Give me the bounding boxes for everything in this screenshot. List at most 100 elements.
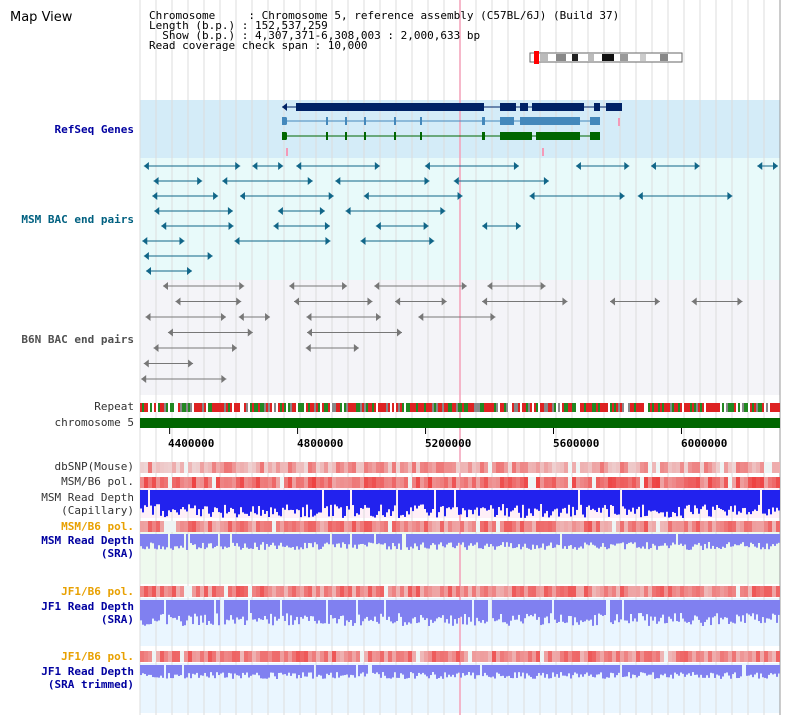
jf1-trimmed-depth-bar [638, 665, 640, 676]
repeat-block [740, 403, 742, 412]
capillary-depth-bar [238, 490, 240, 515]
jf1-trimmed-depth-bar [232, 665, 234, 679]
dbsnp-cell [708, 462, 712, 473]
jf1-sra-depth-bar [218, 600, 220, 626]
track-label-msm-depth-sra[interactable]: MSM Read Depth [41, 534, 134, 547]
repeat-block [738, 403, 740, 412]
jf1-pol-cell [472, 586, 476, 597]
track-label-dbsnp[interactable]: dbSNP(Mouse) [54, 460, 134, 473]
dbsnp-cell [432, 462, 436, 473]
capillary-depth-bar [376, 490, 378, 515]
msm-pol-cell [152, 477, 156, 488]
capillary-depth-bar [614, 490, 616, 514]
jf1-pol-cell [140, 651, 144, 662]
repeat-track[interactable] [140, 403, 780, 412]
repeat-block [444, 403, 446, 412]
track-label-jf1-b6-pol-1[interactable]: JF1/B6 pol. [61, 585, 134, 598]
track-label-refseq[interactable]: RefSeq Genes [54, 123, 134, 136]
msm-sra-depth-bar [594, 534, 596, 546]
msm-pol-cell [480, 477, 484, 488]
msm-pol-cell [684, 521, 688, 532]
track-label-msm-depth-capillary[interactable]: MSM Read Depth [41, 491, 134, 504]
jf1-trimmed-depth-bar [528, 665, 530, 676]
track-label-msm-bac[interactable]: MSM BAC end pairs [21, 213, 134, 226]
jf1-trimmed-depth-bar [612, 665, 614, 674]
jf1-sra-depth-bar [346, 600, 348, 621]
msm-pol-cell [252, 477, 256, 488]
msm-pol-cell [200, 521, 204, 532]
capillary-depth-bar [366, 490, 368, 508]
repeat-block [348, 403, 350, 412]
msm-pol-cell [688, 477, 692, 488]
jf1-pol-cell [684, 651, 688, 662]
track-label-jf1-b6-pol-2[interactable]: JF1/B6 pol. [61, 650, 134, 663]
capillary-depth-bar [440, 490, 442, 507]
capillary-depth-bar [370, 490, 372, 516]
msm-pol-cell [568, 477, 572, 488]
refseq-gene-track[interactable] [282, 103, 622, 156]
msm-pol-cell [732, 521, 736, 532]
repeat-block [612, 403, 614, 412]
track-label-msm-b6-pol-2[interactable]: MSM/B6 pol. [61, 520, 134, 533]
repeat-block [386, 403, 388, 412]
msm-sra-depth-bar [550, 534, 552, 543]
jf1-trimmed-depth-bar [482, 665, 484, 677]
jf1-sra-depth-bar [172, 600, 174, 619]
repeat-block [350, 403, 352, 412]
capillary-depth-bar [494, 490, 496, 517]
msm-pol-cell [400, 477, 404, 488]
chromosome-ideogram[interactable] [529, 51, 683, 64]
repeat-block [472, 403, 474, 412]
jf1-sra-depth-bar [518, 600, 520, 615]
capillary-depth-bar [334, 490, 336, 505]
dbsnp-cell [320, 462, 324, 473]
track-label-jf1-depth-sra[interactable]: JF1 Read Depth [41, 600, 134, 613]
msm-pol-cell [680, 521, 684, 532]
gene-row-1-exon [532, 103, 584, 111]
msm-pol-cell [688, 521, 692, 532]
gene-row-2-exon [345, 117, 347, 125]
track-label-b6n-bac[interactable]: B6N BAC end pairs [21, 333, 134, 346]
msm-sra-depth-bar [776, 534, 778, 544]
msm-pol-cell [428, 521, 432, 532]
jf1-sra-depth-bar [320, 600, 322, 624]
jf1-trimmed-depth-bar [766, 665, 768, 679]
jf1-pol-cell [644, 586, 648, 597]
msm-pol-cell [468, 477, 472, 488]
msm-pol-cell [180, 521, 184, 532]
jf1-pol-cell [568, 651, 572, 662]
dbsnp-cell [696, 462, 700, 473]
heatmap-tracks[interactable] [140, 462, 780, 662]
jf1-sra-depth-bar [450, 600, 452, 616]
jf1-trimmed-depth-bar [494, 665, 496, 679]
track-label-msm-b6-pol-1[interactable]: MSM/B6 pol. [61, 475, 134, 488]
jf1-trimmed-depth-bar [730, 665, 732, 679]
msm-pol-cell [556, 521, 560, 532]
msm-sra-depth-bar [712, 534, 714, 546]
track-label-repeat[interactable]: Repeat [94, 400, 134, 413]
msm-sra-depth-bar [304, 534, 306, 543]
bac-end [575, 162, 581, 170]
capillary-depth-bar [248, 490, 250, 516]
msm-bac-track[interactable] [142, 162, 778, 275]
track-label-jf1-depth-trimmed[interactable]: JF1 Read Depth [41, 665, 134, 678]
dbsnp-cell [180, 462, 184, 473]
jf1-sra-depth-bar [662, 600, 664, 615]
depth-tracks[interactable] [140, 490, 780, 679]
jf1-pol-cell [696, 651, 700, 662]
jf1-trimmed-depth-bar [540, 665, 542, 676]
jf1-sra-depth-bar [238, 600, 240, 620]
repeat-block [548, 403, 550, 412]
msm-pol-cell [600, 477, 604, 488]
jf1-trimmed-depth-bar [242, 665, 244, 673]
repeat-block [606, 403, 608, 412]
jf1-pol-cell [560, 651, 564, 662]
msm-pol-cell [764, 521, 768, 532]
b6n-bac-track[interactable] [141, 282, 743, 383]
bac-end [562, 297, 568, 306]
msm-pol-cell [636, 521, 640, 532]
bac-end [374, 282, 380, 290]
repeat-block [388, 403, 390, 412]
msm-sra-depth-bar [524, 534, 526, 544]
